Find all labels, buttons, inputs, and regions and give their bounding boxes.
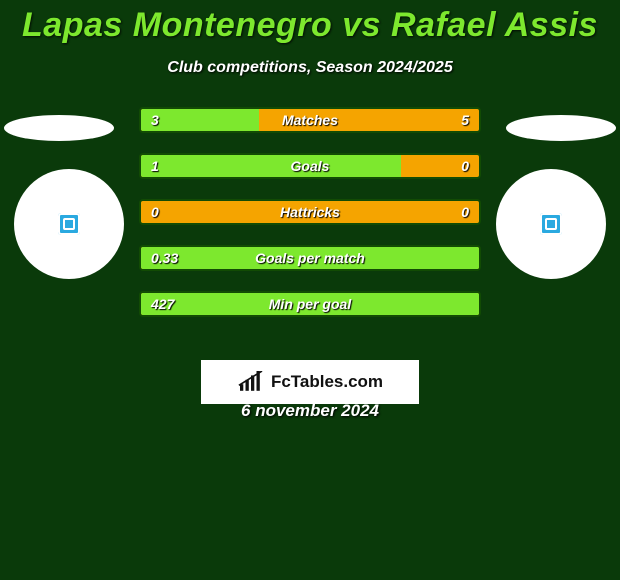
branding-text: FcTables.com	[271, 372, 383, 392]
comparison-area: 35Matches 10Goals 00Hattricks 0.33Goals per…	[0, 107, 620, 337]
chart-icon	[237, 371, 265, 393]
subtitle: Club competitions, Season 2024/2025	[0, 59, 620, 77]
page-title: Lapas Montenegro vs Rafael Assis	[0, 6, 620, 45]
stat-label: Goals per match	[141, 247, 479, 269]
stat-label: Hattricks	[141, 201, 479, 223]
snapshot-date: 6 november 2024	[0, 401, 620, 421]
stat-label: Min per goal	[141, 293, 479, 315]
club-crest-left	[14, 169, 124, 279]
crest-icon	[540, 213, 562, 235]
branding-badge: FcTables.com	[201, 360, 419, 404]
stat-bars: 35Matches 10Goals 00Hattricks 0.33Goals per…	[139, 107, 481, 337]
stat-bar: 427Min per goal	[139, 291, 481, 317]
crest-icon	[58, 213, 80, 235]
stat-bar: 35Matches	[139, 107, 481, 133]
stat-label: Goals	[141, 155, 479, 177]
stat-bar: 10Goals	[139, 153, 481, 179]
stat-label: Matches	[141, 109, 479, 131]
club-crest-right	[496, 169, 606, 279]
player-oval-right	[506, 115, 616, 141]
stat-bar: 0.33Goals per match	[139, 245, 481, 271]
player-oval-left	[4, 115, 114, 141]
stat-bar: 00Hattricks	[139, 199, 481, 225]
